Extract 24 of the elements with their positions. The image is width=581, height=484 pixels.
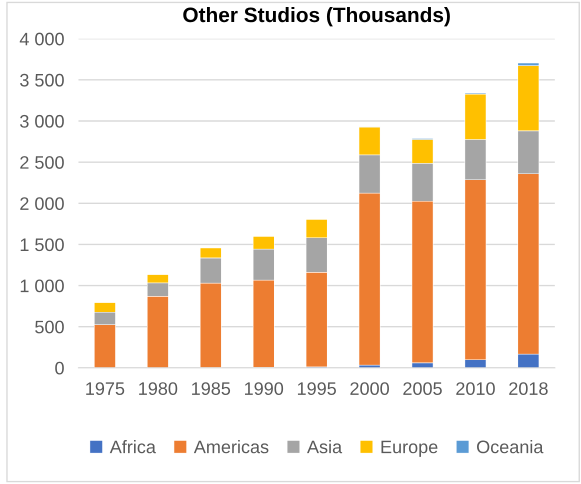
x-tick-label: 2018 bbox=[509, 382, 548, 395]
y-tick-label: 0 bbox=[55, 362, 64, 375]
x-tick-label: 1975 bbox=[86, 382, 124, 395]
x-tick-label: 2000 bbox=[350, 382, 389, 395]
legend-label: Oceania bbox=[477, 440, 544, 454]
x-tick-label: 1985 bbox=[192, 382, 230, 395]
legend-label: Europe bbox=[382, 440, 438, 457]
y-tick-label: 2 000 bbox=[20, 197, 64, 210]
x-tick-label: 2010 bbox=[456, 382, 495, 395]
y-tick-label: 500 bbox=[35, 320, 64, 334]
y-tick-label: 4 000 bbox=[20, 32, 64, 46]
x-tick-label: 1980 bbox=[139, 382, 178, 395]
y-tick-label: 3 000 bbox=[20, 114, 64, 128]
y-tick-label: 1 500 bbox=[20, 238, 64, 252]
y-tick-label: 1 000 bbox=[20, 279, 64, 292]
chart-title: Other Studios (Thousands) bbox=[183, 6, 450, 26]
x-tick-label: 2005 bbox=[403, 382, 442, 395]
legend-label: Asia bbox=[307, 440, 342, 454]
legend-label: Americas bbox=[194, 440, 268, 454]
legend-label: Africa bbox=[110, 440, 156, 454]
x-tick-label: 1995 bbox=[298, 382, 336, 395]
x-tick-label: 1990 bbox=[245, 382, 284, 395]
y-tick-label: 2 500 bbox=[20, 156, 64, 169]
y-tick-label: 3 500 bbox=[20, 74, 64, 87]
